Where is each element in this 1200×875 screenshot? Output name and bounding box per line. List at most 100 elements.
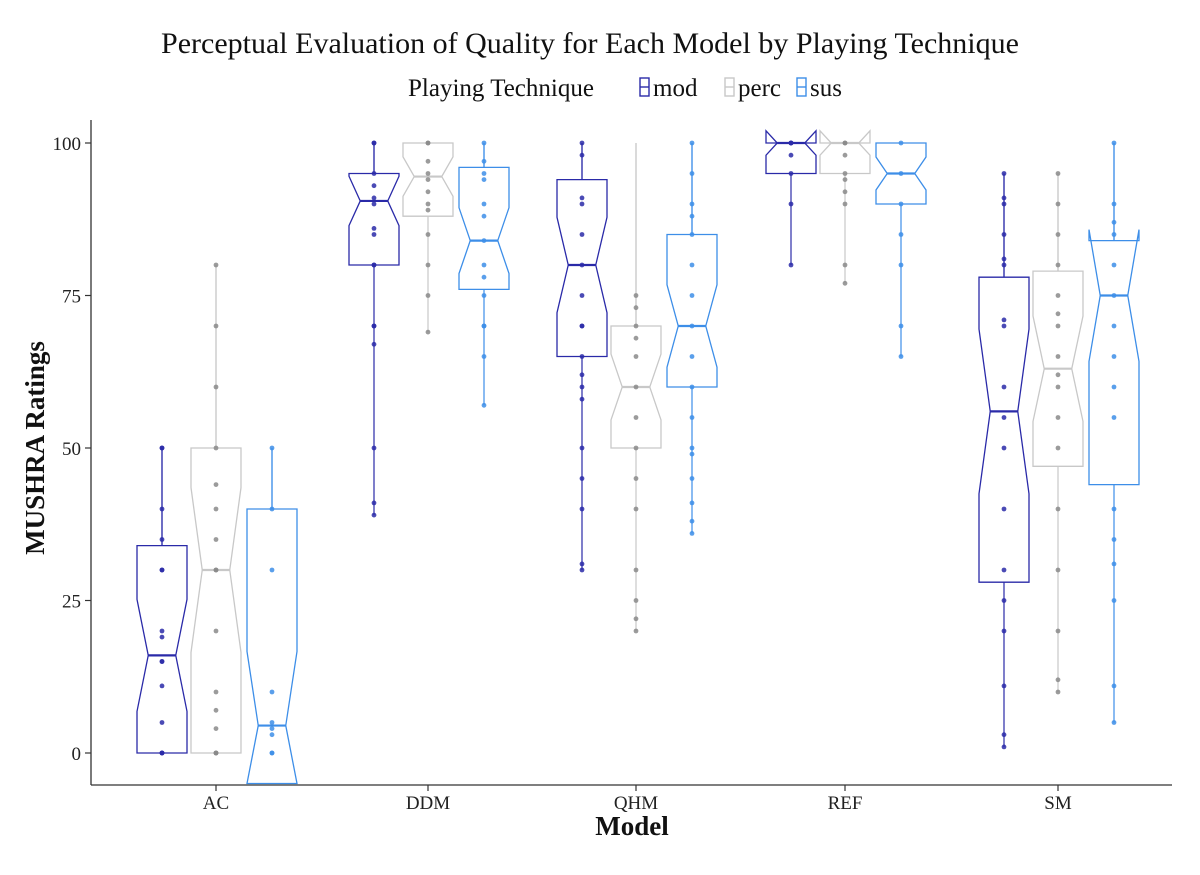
data-point [371, 195, 377, 201]
data-point [898, 171, 904, 176]
data-point [842, 262, 848, 268]
legend: Playing Technique mod perc sus [408, 75, 842, 102]
data-point [898, 262, 904, 268]
data-point [269, 732, 275, 738]
y-axis-title: MUSHRA Ratings [20, 341, 50, 555]
data-point [1111, 219, 1117, 225]
data-point [1001, 567, 1007, 573]
box-DDM-mod [348, 140, 400, 518]
data-point [1111, 140, 1117, 146]
data-point [481, 158, 487, 164]
data-point [1111, 683, 1117, 689]
data-point [689, 445, 695, 451]
box-body [819, 129, 871, 175]
data-point [159, 720, 165, 725]
x-tick-label: REF [828, 793, 863, 814]
data-point [159, 445, 165, 451]
data-point [579, 445, 585, 451]
data-point [633, 293, 639, 298]
data-point [425, 171, 431, 176]
data-point [689, 140, 695, 146]
data-point [689, 262, 695, 268]
legend-label: mod [653, 75, 698, 102]
data-point [689, 531, 695, 536]
x-tick-label: QHM [614, 793, 658, 814]
chart-title: Perceptual Evaluation of Quality for Eac… [161, 27, 1019, 60]
data-point [159, 634, 165, 640]
data-point [481, 354, 487, 359]
box-body [556, 178, 608, 358]
data-point [788, 171, 794, 176]
data-point [689, 171, 695, 176]
data-point [1111, 415, 1117, 420]
data-point [689, 232, 695, 237]
y-tick-label: 75 [62, 287, 81, 308]
data-point [1055, 323, 1061, 329]
legend-key-perc: perc [724, 75, 781, 102]
data-point [371, 512, 377, 518]
data-point [788, 152, 794, 158]
data-point [269, 726, 275, 731]
box-body [458, 166, 510, 291]
data-point [1055, 384, 1061, 390]
y-tick-label: 25 [62, 592, 81, 613]
data-point [371, 500, 377, 506]
data-point [788, 201, 794, 207]
data-point [579, 561, 585, 567]
y-tick-label: 0 [72, 744, 82, 765]
data-point [633, 305, 639, 311]
y-tick-label: 100 [53, 134, 82, 155]
data-point [371, 201, 377, 207]
data-point [1001, 683, 1007, 689]
data-point [481, 213, 487, 219]
legend-title: Playing Technique [408, 75, 594, 102]
data-point [1055, 171, 1061, 176]
data-point [689, 451, 695, 457]
data-point [371, 232, 377, 237]
data-point [481, 177, 487, 183]
data-point [898, 232, 904, 237]
data-point [898, 323, 904, 329]
data-point [579, 140, 585, 146]
data-point [579, 152, 585, 158]
data-point [425, 158, 431, 164]
data-point [898, 354, 904, 359]
data-point [269, 506, 275, 512]
data-point [1111, 598, 1117, 603]
data-point [481, 323, 487, 329]
data-point [579, 372, 585, 378]
data-point [425, 177, 431, 183]
data-point [1001, 415, 1007, 420]
data-point [481, 274, 487, 280]
data-point [213, 384, 219, 390]
data-point [1055, 354, 1061, 359]
x-tick-label: SM [1044, 793, 1072, 814]
data-point [579, 396, 585, 402]
data-point [1111, 506, 1117, 512]
data-point [1001, 506, 1007, 512]
data-point [1111, 354, 1117, 359]
data-point [425, 189, 431, 195]
data-point [213, 707, 219, 713]
box-SM-sus [1088, 140, 1140, 725]
legend-label: sus [810, 75, 842, 102]
data-point [842, 189, 848, 195]
box-body [765, 129, 817, 175]
data-point [425, 232, 431, 237]
data-point [1001, 744, 1007, 750]
data-point [579, 476, 585, 481]
data-point [481, 238, 487, 244]
data-point [159, 683, 165, 689]
data-point [633, 323, 639, 329]
data-point [842, 152, 848, 158]
data-point [1055, 372, 1061, 378]
data-point [633, 598, 639, 603]
data-point [1001, 598, 1007, 603]
data-point [1001, 445, 1007, 451]
data-point [425, 262, 431, 268]
data-point [1001, 732, 1007, 738]
box-body [136, 544, 188, 754]
data-point [371, 323, 377, 329]
data-point [213, 323, 219, 329]
